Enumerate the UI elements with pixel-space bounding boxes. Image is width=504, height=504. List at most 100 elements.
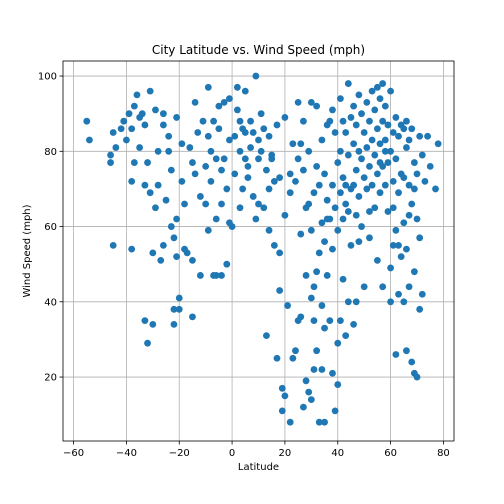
data-point bbox=[244, 174, 252, 182]
data-point bbox=[403, 245, 410, 253]
data-point bbox=[130, 159, 138, 166]
data-point bbox=[379, 80, 387, 87]
data-point bbox=[371, 151, 379, 159]
data-point bbox=[189, 257, 196, 264]
data-point bbox=[231, 170, 239, 178]
data-point bbox=[400, 219, 408, 227]
data-point bbox=[289, 140, 297, 148]
data-point bbox=[392, 226, 400, 234]
data-point bbox=[350, 181, 358, 189]
data-point bbox=[405, 181, 413, 189]
data-point bbox=[395, 189, 402, 197]
y-tick-label: 60 bbox=[44, 222, 57, 233]
data-point bbox=[247, 117, 254, 125]
data-point bbox=[133, 91, 141, 99]
data-point bbox=[202, 200, 210, 208]
data-point bbox=[241, 129, 249, 136]
data-point bbox=[310, 189, 318, 197]
x-tick-label: 60 bbox=[384, 448, 397, 459]
data-point bbox=[381, 136, 389, 144]
data-point bbox=[300, 117, 307, 125]
data-point bbox=[373, 257, 381, 264]
data-point bbox=[387, 298, 394, 306]
data-point bbox=[265, 226, 273, 234]
data-point bbox=[405, 283, 413, 291]
y-tick-label: 100 bbox=[38, 72, 57, 83]
data-point bbox=[210, 117, 217, 125]
data-point bbox=[141, 121, 149, 129]
data-point bbox=[223, 260, 231, 268]
points-layer bbox=[83, 72, 442, 426]
data-point bbox=[273, 354, 281, 362]
data-point bbox=[373, 125, 381, 133]
data-point bbox=[368, 181, 376, 189]
data-point bbox=[403, 117, 410, 125]
data-point bbox=[173, 215, 181, 223]
data-point bbox=[297, 230, 305, 238]
data-point bbox=[371, 106, 379, 114]
data-point bbox=[315, 418, 323, 426]
data-point bbox=[318, 136, 326, 144]
data-point bbox=[220, 155, 228, 163]
data-point bbox=[313, 102, 321, 110]
data-point bbox=[263, 332, 270, 340]
data-point bbox=[323, 272, 331, 279]
data-point bbox=[218, 166, 225, 174]
data-point bbox=[199, 117, 207, 125]
data-point bbox=[218, 200, 225, 208]
data-point bbox=[392, 114, 400, 121]
data-point bbox=[138, 110, 146, 118]
y-tick-label: 20 bbox=[44, 373, 57, 384]
data-point bbox=[109, 241, 117, 249]
data-point bbox=[326, 117, 334, 125]
data-point bbox=[162, 196, 170, 204]
data-point bbox=[366, 162, 373, 170]
data-point bbox=[112, 144, 120, 151]
data-point bbox=[167, 223, 175, 230]
data-point bbox=[358, 110, 365, 118]
y-tick-label: 80 bbox=[44, 147, 57, 158]
data-point bbox=[236, 117, 244, 125]
data-point bbox=[339, 275, 347, 283]
data-point bbox=[109, 129, 117, 136]
data-point bbox=[236, 204, 244, 212]
data-point bbox=[410, 268, 418, 276]
data-point bbox=[366, 234, 373, 242]
data-point bbox=[141, 181, 149, 189]
data-point bbox=[83, 117, 91, 125]
data-point bbox=[297, 140, 305, 148]
data-point bbox=[389, 177, 397, 185]
data-point bbox=[403, 347, 410, 355]
data-point bbox=[146, 189, 154, 197]
data-point bbox=[255, 136, 262, 144]
x-tick-label: 80 bbox=[437, 448, 450, 459]
data-point bbox=[204, 83, 212, 91]
data-point bbox=[363, 185, 371, 193]
data-point bbox=[318, 302, 326, 309]
data-point bbox=[376, 159, 384, 166]
data-point bbox=[241, 155, 249, 163]
data-point bbox=[270, 177, 278, 185]
data-point bbox=[202, 162, 210, 170]
data-point bbox=[86, 136, 93, 144]
data-point bbox=[432, 185, 439, 193]
x-tick-label: 20 bbox=[279, 448, 292, 459]
data-point bbox=[128, 177, 136, 185]
data-point bbox=[226, 95, 233, 103]
data-point bbox=[368, 136, 376, 144]
data-point bbox=[128, 245, 136, 253]
data-point bbox=[403, 144, 410, 151]
data-point bbox=[141, 317, 149, 325]
data-point bbox=[255, 155, 262, 163]
data-point bbox=[286, 189, 294, 197]
data-point bbox=[302, 272, 310, 279]
data-point bbox=[336, 147, 344, 155]
data-point bbox=[310, 283, 318, 291]
data-point bbox=[159, 241, 167, 249]
data-point bbox=[278, 407, 286, 415]
data-point bbox=[260, 125, 268, 133]
data-point bbox=[413, 373, 421, 381]
data-point bbox=[257, 110, 265, 118]
data-point bbox=[379, 117, 387, 125]
